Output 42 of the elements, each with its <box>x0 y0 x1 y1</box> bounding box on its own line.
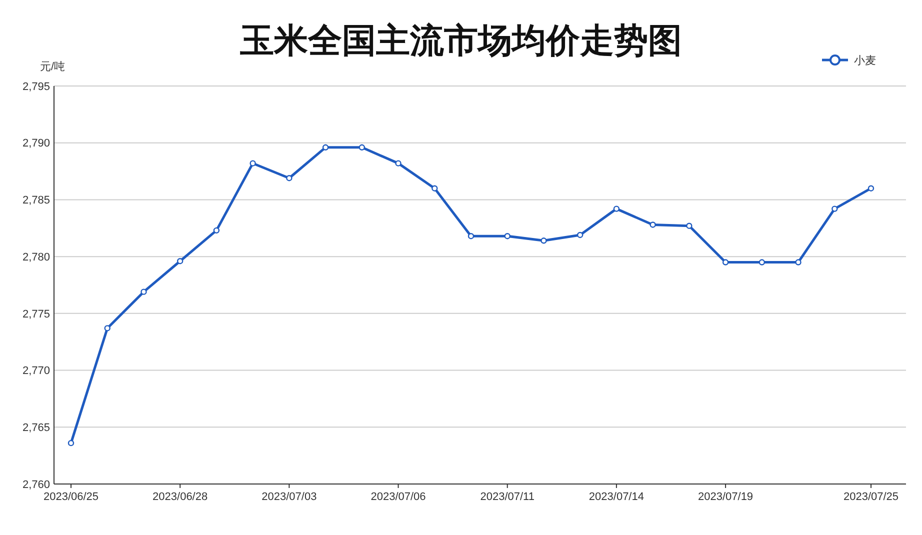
point <box>868 185 874 192</box>
y-tick-label: 2,765 <box>22 422 50 434</box>
point <box>576 232 584 238</box>
x-tick-label: 2023/06/28 <box>152 491 208 503</box>
point <box>722 259 729 266</box>
y-tick-label: 2,770 <box>22 365 50 378</box>
y-tick-label: 2,780 <box>22 251 50 264</box>
point <box>140 288 147 295</box>
point <box>540 238 547 244</box>
point <box>322 144 329 151</box>
point <box>432 185 438 192</box>
x-tick-label: 2023/07/03 <box>262 491 317 503</box>
point <box>250 160 256 166</box>
x-tick-label: 2023/07/06 <box>370 491 426 503</box>
point <box>104 325 110 332</box>
y-tick-label: 2,760 <box>22 478 50 491</box>
x-tick-label: 2023/06/25 <box>43 491 99 503</box>
point <box>286 175 292 182</box>
point <box>613 206 620 212</box>
x-tick-label: 2023/07/19 <box>698 491 754 503</box>
point <box>395 160 402 166</box>
y-tick-label: 2,795 <box>22 80 50 93</box>
y-tick-label: 2,775 <box>22 308 50 320</box>
point <box>832 206 838 212</box>
y-axis-title: 元/吨 <box>40 60 66 73</box>
point <box>650 222 656 228</box>
point <box>468 233 474 240</box>
x-tick-label: 2023/07/25 <box>843 491 899 503</box>
point <box>504 233 510 240</box>
point <box>68 440 74 446</box>
chart-title: 玉米全国主流市场均价走势图 <box>239 22 682 60</box>
point <box>358 144 366 151</box>
y-tick-label: 2,790 <box>22 138 50 150</box>
point <box>176 258 184 264</box>
point <box>795 259 802 266</box>
legend-label: 小麦 <box>854 54 876 67</box>
x-tick-label: 2023/07/11 <box>480 491 534 503</box>
x-tick-label: 2023/07/14 <box>588 491 644 503</box>
point <box>213 227 220 234</box>
point <box>758 259 766 266</box>
point <box>686 222 692 229</box>
y-tick-label: 2,785 <box>22 194 50 207</box>
